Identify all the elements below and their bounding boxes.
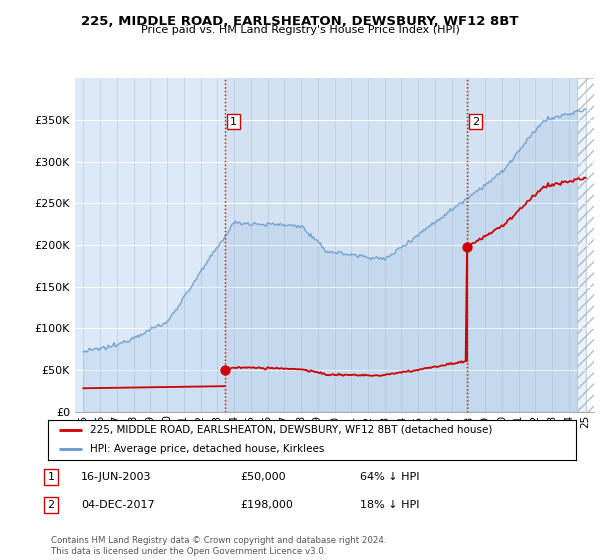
Point bbox=[462, 242, 472, 251]
Point bbox=[220, 366, 230, 375]
Text: 18% ↓ HPI: 18% ↓ HPI bbox=[360, 500, 419, 510]
Text: 225, MIDDLE ROAD, EARLSHEATON, DEWSBURY, WF12 8BT (detached house): 225, MIDDLE ROAD, EARLSHEATON, DEWSBURY,… bbox=[90, 424, 493, 435]
Text: £50,000: £50,000 bbox=[240, 472, 286, 482]
Text: 1: 1 bbox=[47, 472, 55, 482]
Text: 1: 1 bbox=[230, 116, 237, 127]
Text: Price paid vs. HM Land Registry's House Price Index (HPI): Price paid vs. HM Land Registry's House … bbox=[140, 25, 460, 35]
Text: Contains HM Land Registry data © Crown copyright and database right 2024.
This d: Contains HM Land Registry data © Crown c… bbox=[51, 536, 386, 556]
Text: 2: 2 bbox=[472, 116, 479, 127]
Text: £198,000: £198,000 bbox=[240, 500, 293, 510]
Bar bbox=[225, 78, 577, 412]
Text: HPI: Average price, detached house, Kirklees: HPI: Average price, detached house, Kirk… bbox=[90, 444, 325, 454]
Text: 64% ↓ HPI: 64% ↓ HPI bbox=[360, 472, 419, 482]
Text: 16-JUN-2003: 16-JUN-2003 bbox=[81, 472, 151, 482]
Text: 225, MIDDLE ROAD, EARLSHEATON, DEWSBURY, WF12 8BT: 225, MIDDLE ROAD, EARLSHEATON, DEWSBURY,… bbox=[81, 15, 519, 27]
Bar bbox=[577, 78, 594, 412]
Text: 04-DEC-2017: 04-DEC-2017 bbox=[81, 500, 155, 510]
Text: 2: 2 bbox=[47, 500, 55, 510]
